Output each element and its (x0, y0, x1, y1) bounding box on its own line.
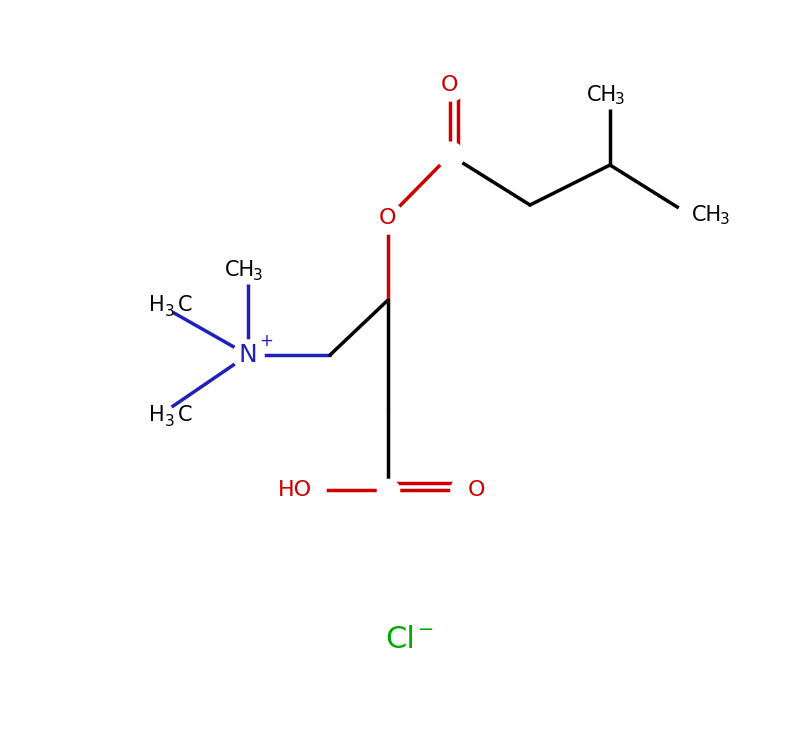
Text: 3: 3 (165, 303, 175, 318)
Text: CH: CH (587, 85, 617, 105)
Text: HO: HO (278, 480, 312, 500)
Text: C: C (178, 405, 192, 425)
Text: CH: CH (692, 205, 723, 225)
Text: −: − (418, 620, 434, 640)
Text: 3: 3 (720, 213, 730, 228)
Text: CH: CH (225, 260, 255, 280)
Text: O: O (441, 75, 459, 95)
Text: Cl: Cl (385, 626, 415, 655)
Text: C: C (178, 295, 192, 315)
Text: 3: 3 (165, 414, 175, 429)
Text: +: + (259, 332, 273, 350)
Text: H: H (149, 295, 165, 315)
Text: O: O (468, 480, 485, 500)
Text: N: N (239, 343, 257, 367)
Text: H: H (149, 405, 165, 425)
Text: 3: 3 (253, 267, 263, 282)
Text: 3: 3 (615, 92, 625, 107)
Text: O: O (379, 208, 396, 228)
